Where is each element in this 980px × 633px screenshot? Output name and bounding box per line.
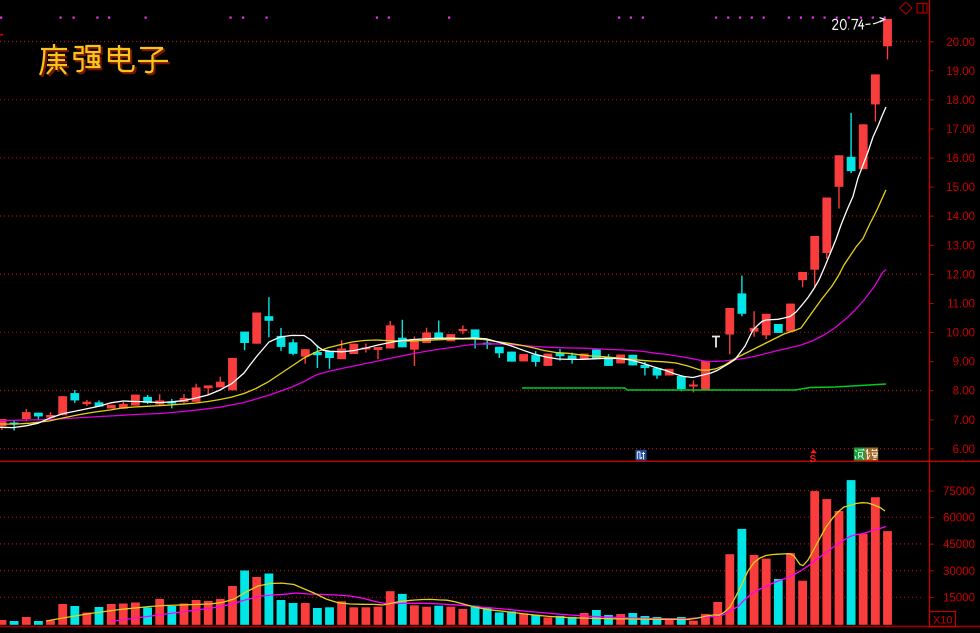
svg-text:S: S [810, 454, 817, 465]
svg-text:9.00: 9.00 [953, 357, 975, 369]
svg-text:45000: 45000 [943, 539, 975, 551]
svg-text:7.00: 7.00 [953, 415, 975, 427]
svg-text:16.00: 16.00 [946, 153, 975, 165]
svg-text:X10: X10 [933, 615, 953, 627]
svg-text:17.00: 17.00 [946, 124, 975, 136]
svg-text:6.00: 6.00 [953, 444, 975, 456]
svg-text:10.00: 10.00 [946, 328, 975, 340]
svg-text:15000: 15000 [943, 592, 975, 604]
svg-text:30000: 30000 [943, 566, 975, 578]
svg-text:8.00: 8.00 [953, 386, 975, 398]
svg-text:11.00: 11.00 [947, 299, 975, 311]
svg-text:60000: 60000 [943, 513, 975, 525]
svg-text:12.00: 12.00 [946, 269, 975, 281]
svg-text:13.00: 13.00 [946, 240, 975, 252]
svg-text:18.00: 18.00 [946, 95, 975, 107]
svg-text:75000: 75000 [943, 486, 975, 498]
svg-text:14.00: 14.00 [946, 211, 975, 223]
svg-text:19.00: 19.00 [946, 66, 975, 78]
svg-text:15.00: 15.00 [946, 182, 975, 194]
svg-text:20.00: 20.00 [946, 37, 975, 49]
